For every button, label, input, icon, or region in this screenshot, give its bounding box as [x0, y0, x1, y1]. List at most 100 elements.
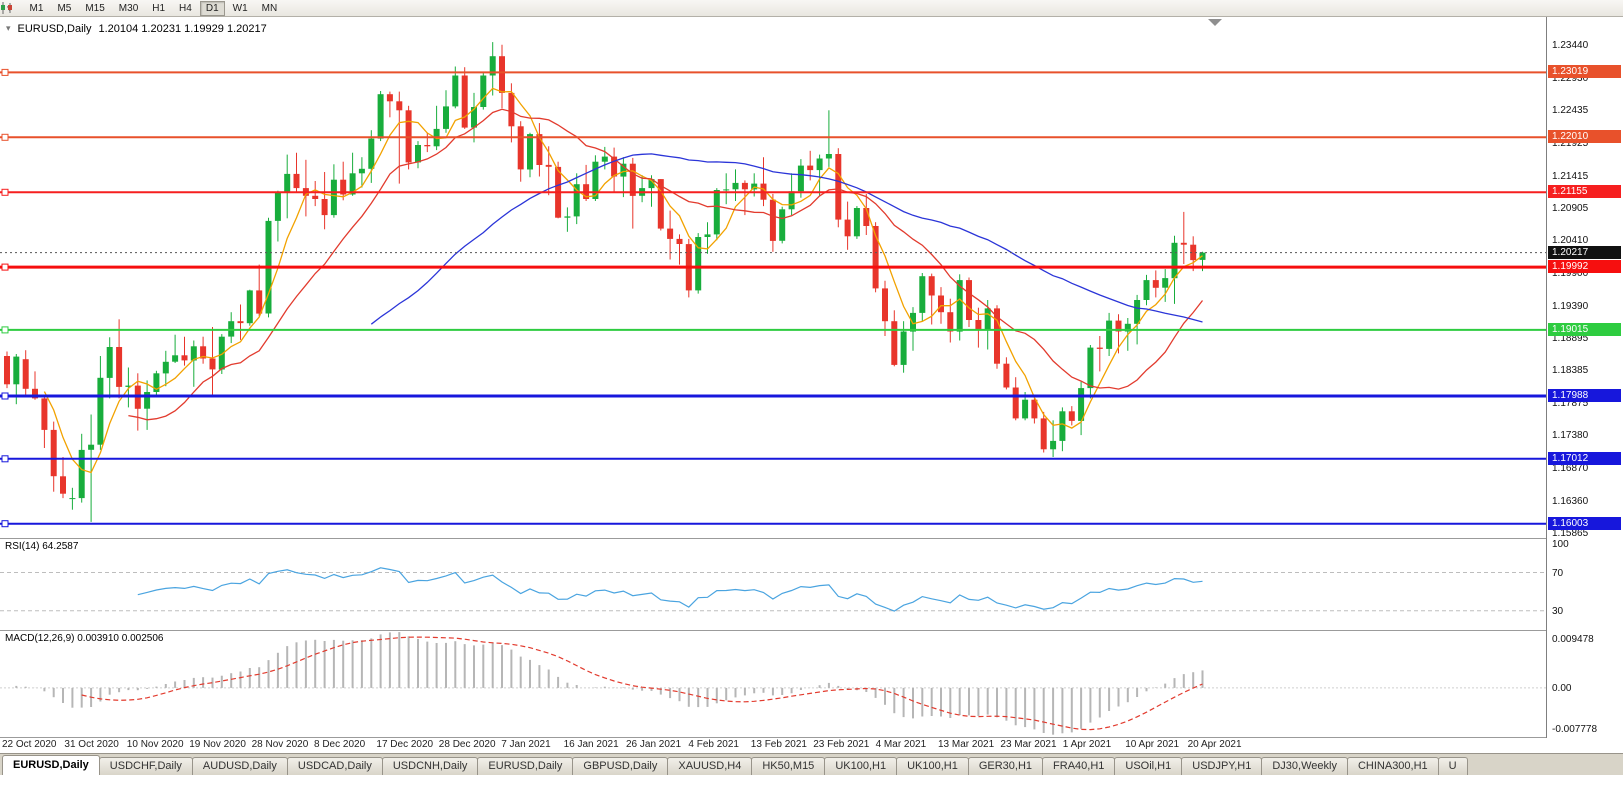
symbol-marker-icon: ▾ [6, 23, 11, 33]
horizontal-line-1.19992[interactable] [0, 263, 1546, 271]
date-label: 22 Oct 2020 [2, 739, 57, 750]
rsi-level-label: 30 [1552, 605, 1564, 617]
timeframe-button-h1[interactable]: H1 [152, 2, 166, 14]
macd-scale-label: 0.00 [1552, 682, 1572, 694]
panel-separator[interactable] [0, 630, 1623, 631]
rsi-level-label: 100 [1552, 538, 1569, 550]
tab-eurusd-daily[interactable]: EURUSD,Daily [2, 755, 100, 775]
horizontal-line-1.21155[interactable] [0, 188, 1546, 196]
rsi-line [137, 567, 1203, 612]
tab-usdcnh-daily[interactable]: USDCNH,Daily [381, 757, 479, 775]
tab-audusd-daily[interactable]: AUDUSD,Daily [191, 757, 288, 775]
hline-price-badge: 1.19015 [1548, 322, 1621, 336]
date-label: 10 Nov 2020 [126, 739, 184, 750]
date-label: 28 Dec 2020 [438, 739, 496, 750]
price-tick: 1.22435 [1552, 104, 1589, 116]
price-tick: 1.18385 [1552, 365, 1589, 377]
price-tick: 1.16870 [1552, 462, 1589, 474]
chart-shift-icon[interactable] [1208, 19, 1222, 26]
timeframe-button-mn[interactable]: MN [261, 2, 278, 14]
axis-separator [0, 737, 1623, 738]
date-label: 26 Jan 2021 [626, 739, 682, 750]
tab-fra40-h1[interactable]: FRA40,H1 [1042, 757, 1116, 775]
price-tick: 1.21415 [1552, 170, 1589, 182]
price-tick: 1.20410 [1552, 235, 1589, 247]
date-label: 4 Feb 2021 [688, 739, 739, 750]
price-scale[interactable]: 1.234401.229301.224351.219251.214151.209… [1547, 0, 1623, 752]
hline-price-badge: 1.17012 [1548, 451, 1621, 465]
price-tick: 1.19900 [1552, 267, 1589, 279]
chart-tab-bar: EURUSD,Daily USDCHF,Daily AUDUSD,Daily USDC… [0, 753, 1623, 775]
date-label: 17 Dec 2020 [376, 739, 434, 750]
rsi-level-label: 70 [1552, 567, 1564, 579]
tab-xauusd-h4[interactable]: XAUUSD,H4 [667, 757, 753, 775]
date-label: 13 Feb 2021 [750, 739, 807, 750]
macd-label: MACD(12,26,9) 0.003910 0.002506 [5, 633, 164, 644]
rsi-panel[interactable] [0, 539, 1546, 630]
rsi-label: RSI(14) 64.2587 [5, 541, 79, 552]
timeframe-button-m5[interactable]: M5 [57, 2, 72, 14]
current-price-badge: 1.20217 [1548, 245, 1621, 259]
main-chart[interactable] [0, 17, 1546, 538]
tab-dj30-weekly[interactable]: DJ30,Weekly [1261, 757, 1348, 775]
date-label: 28 Nov 2020 [251, 739, 309, 750]
date-label: 8 Dec 2020 [314, 739, 366, 750]
timeframe-toolbar: M1 M5 M15 M30 H1 H4 D1 W1 MN [24, 0, 284, 16]
macd-scale-label: 0.009478 [1552, 634, 1594, 645]
price-tick: 1.16360 [1552, 495, 1589, 507]
tab-usoil-h1[interactable]: USOil,H1 [1114, 757, 1183, 775]
hline-price-badge: 1.23019 [1548, 65, 1621, 79]
date-label: 20 Apr 2021 [1187, 739, 1242, 750]
price-tick: 1.17875 [1552, 398, 1589, 410]
date-label: 13 Mar 2021 [938, 739, 995, 750]
timeframe-button-m1[interactable]: M1 [29, 2, 44, 14]
price-tick: 1.18895 [1552, 332, 1589, 344]
tab-uk100-h1[interactable]: UK100,H1 [896, 757, 969, 775]
panel-separator[interactable] [0, 538, 1623, 539]
hline-price-badge: 1.17988 [1548, 388, 1621, 402]
chart-symbol-label: EURUSD,Daily [17, 23, 92, 35]
tab-usdjpy-h1[interactable]: USDJPY,H1 [1181, 757, 1263, 775]
tab-usdcad-daily[interactable]: USDCAD,Daily [286, 757, 383, 775]
chart-ohlc-values: 1.20104 1.20231 1.19929 1.20217 [98, 23, 267, 35]
chart-header: ▾ EURUSD,Daily 1.20104 1.20231 1.19929 1… [6, 23, 267, 35]
date-label: 1 Apr 2021 [1062, 739, 1112, 750]
tab-uk100-h1[interactable]: UK100,H1 [824, 757, 898, 775]
tab-eurusd-daily[interactable]: EURUSD,Daily [477, 757, 574, 775]
date-label: 10 Apr 2021 [1125, 739, 1180, 750]
timeframe-button-m30[interactable]: M30 [118, 2, 139, 14]
horizontal-line-1.17012[interactable] [0, 455, 1546, 463]
horizontal-line-1.19015[interactable] [0, 326, 1546, 334]
horizontal-line-1.16003[interactable] [0, 520, 1546, 528]
date-label: 23 Feb 2021 [813, 739, 870, 750]
hline-price-badge: 1.16003 [1548, 516, 1621, 530]
price-tick: 1.19390 [1552, 300, 1589, 312]
timeframe-button-d1[interactable]: D1 [199, 0, 225, 16]
tab-gbpusd-daily[interactable]: GBPUSD,Daily [572, 757, 669, 775]
price-tick: 1.15865 [1552, 527, 1589, 539]
timeframe-button-m15[interactable]: M15 [85, 2, 105, 14]
date-axis[interactable]: 22 Oct 2020 31 Oct 2020 10 Nov 2020 19 Nov … [0, 739, 1546, 752]
horizontal-line-1.22010[interactable] [0, 133, 1546, 141]
price-tick: 1.22930 [1552, 73, 1589, 85]
hline-price-badge: 1.19992 [1548, 260, 1621, 274]
tab-hk50-m15[interactable]: HK50,M15 [751, 757, 826, 775]
price-tick: 1.20905 [1552, 203, 1589, 215]
date-label: 4 Mar 2021 [875, 739, 927, 750]
date-label: 16 Jan 2021 [563, 739, 619, 750]
timeframe-button-h4[interactable]: H4 [179, 2, 192, 14]
macd-scale-label: -0.007778 [1552, 724, 1598, 735]
date-label: 31 Oct 2020 [64, 739, 119, 750]
macd-panel[interactable] [0, 631, 1546, 737]
hline-price-badge: 1.22010 [1548, 130, 1621, 144]
horizontal-line-1.23019[interactable] [0, 68, 1546, 76]
tab-china300-h1[interactable]: CHINA300,H1 [1346, 757, 1439, 775]
tab-ger30-h1[interactable]: GER30,H1 [967, 757, 1044, 775]
tab-u[interactable]: U [1437, 757, 1468, 775]
horizontal-line-1.17988[interactable] [0, 392, 1546, 400]
tab-usdchf-daily[interactable]: USDCHF,Daily [98, 757, 193, 775]
timeframe-button-w1[interactable]: W1 [232, 2, 248, 14]
price-tick: 1.17380 [1552, 430, 1589, 442]
